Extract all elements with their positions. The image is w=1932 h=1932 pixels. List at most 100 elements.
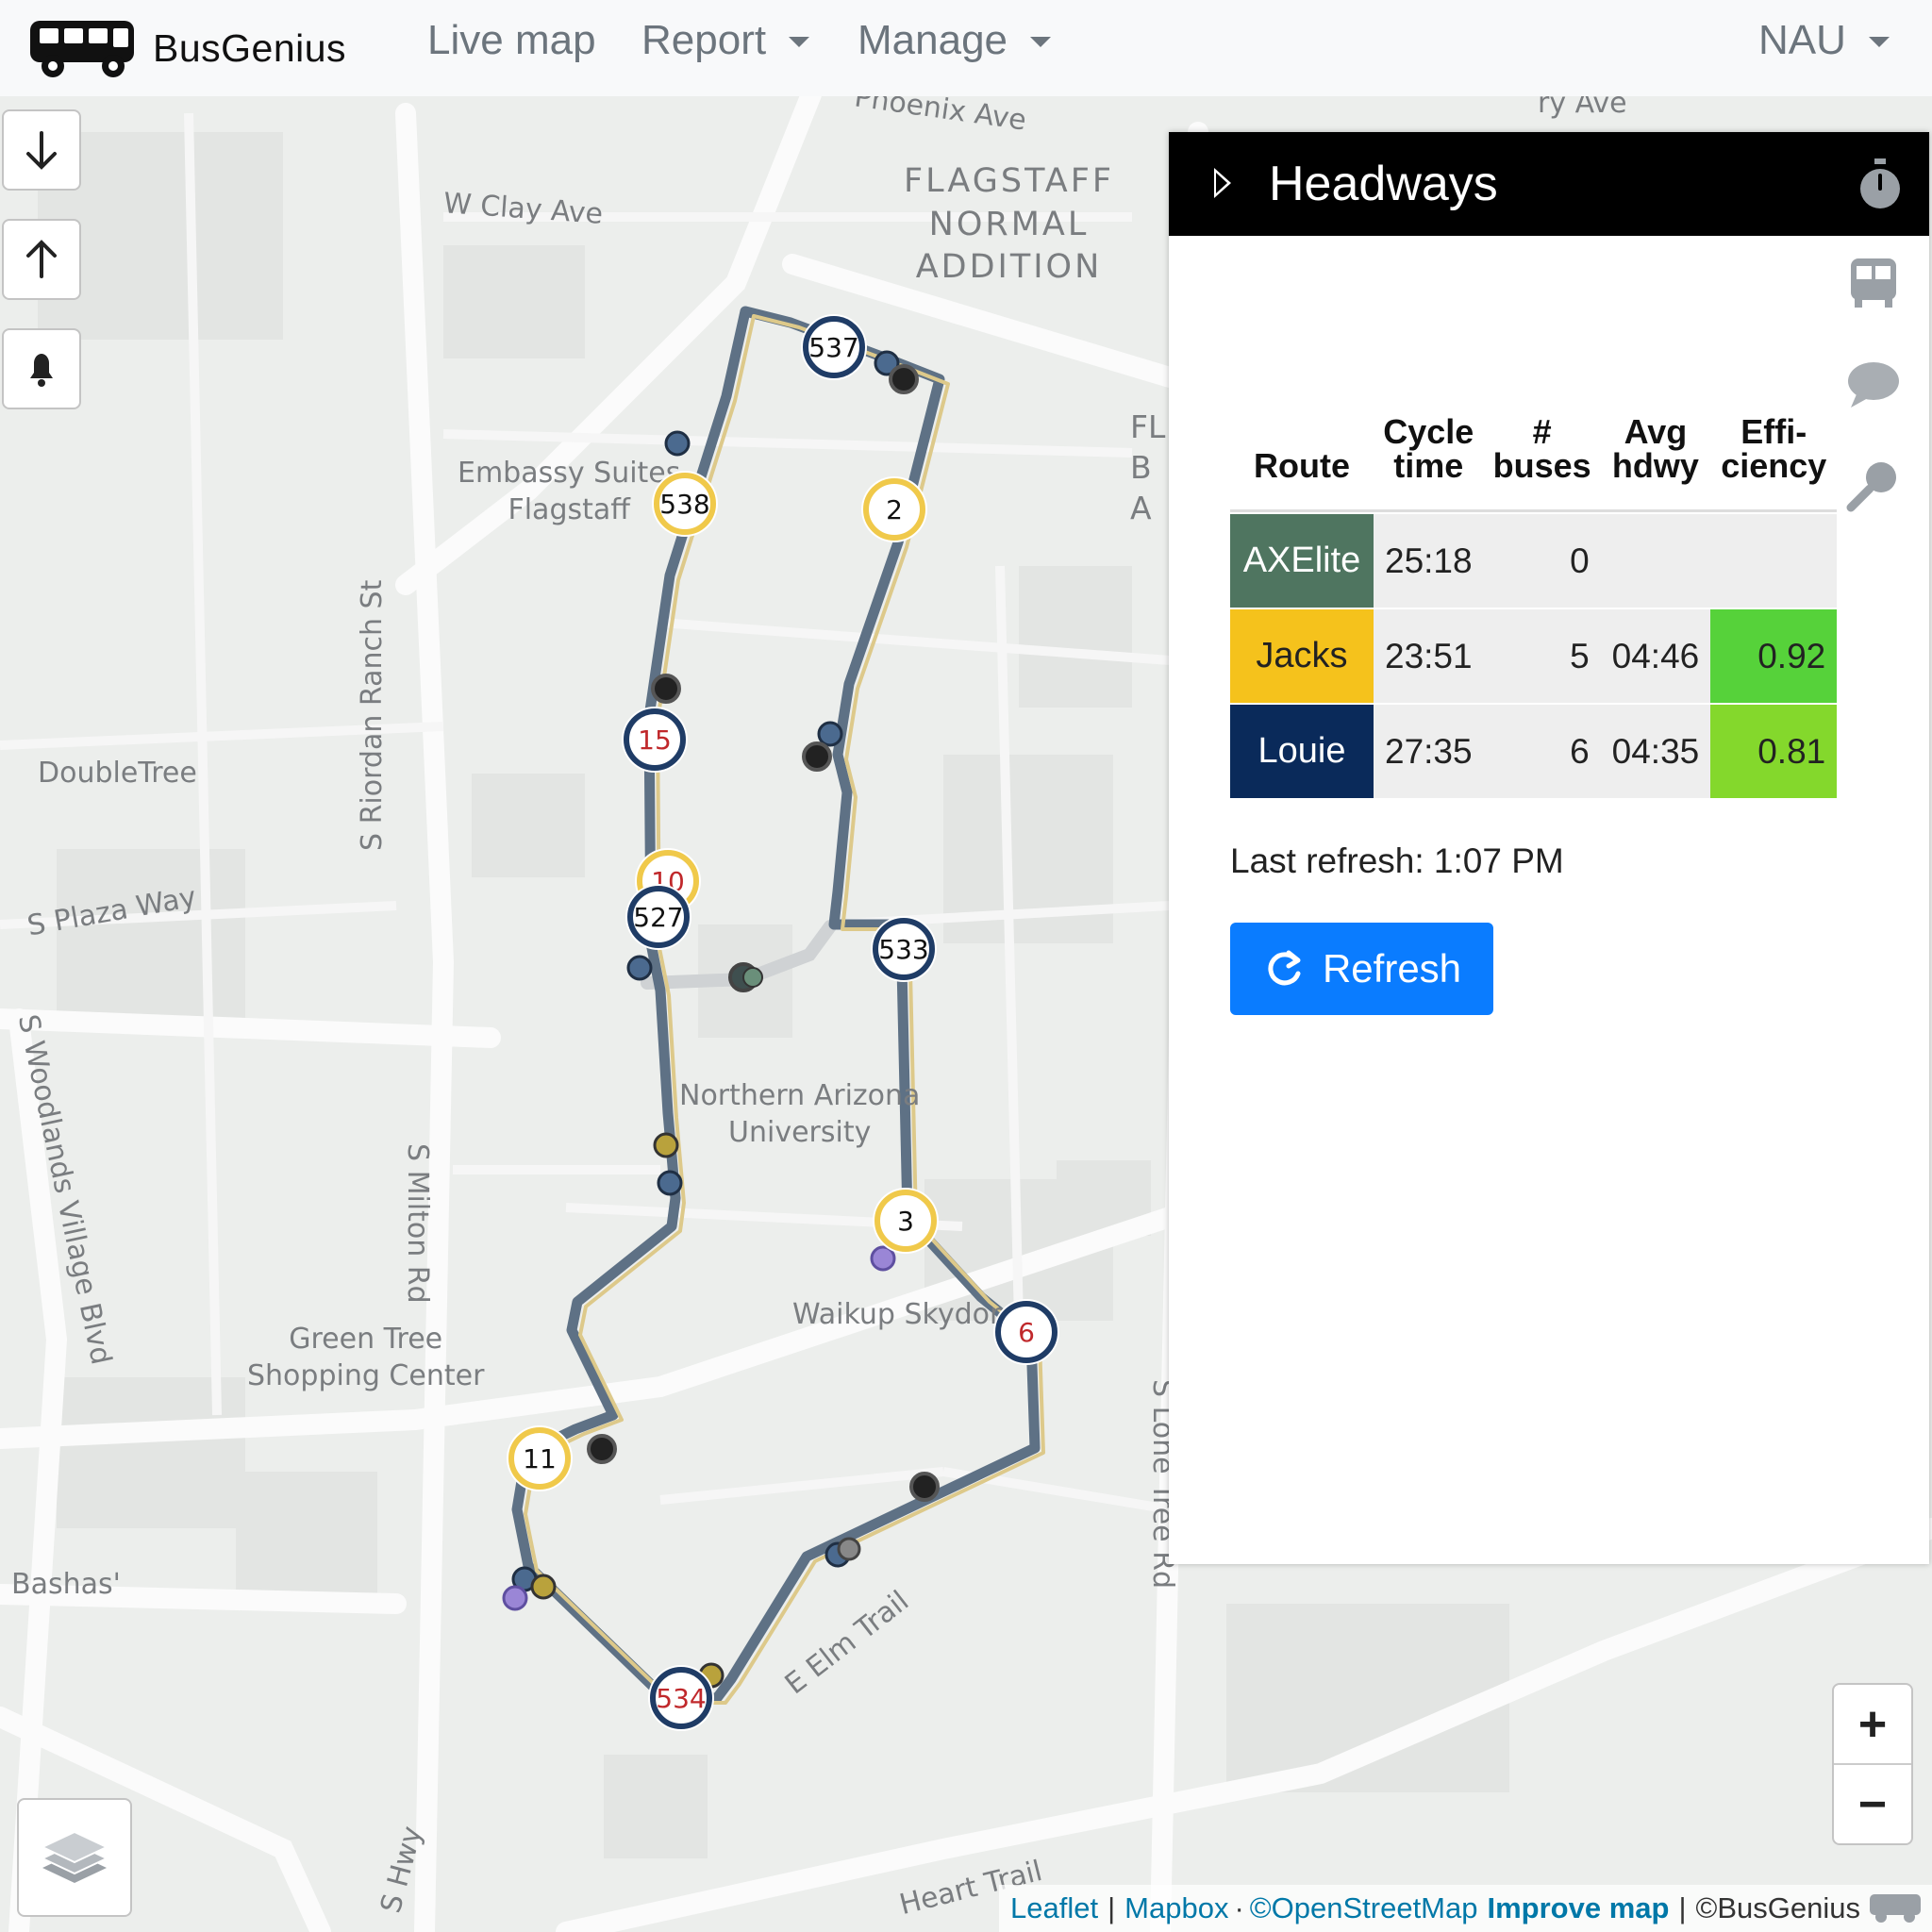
bus-marker[interactable]: 534	[650, 1667, 712, 1729]
bus-marker[interactable]: 527	[627, 886, 690, 948]
caret-down-icon	[1030, 36, 1052, 47]
header-divider	[1230, 509, 1838, 513]
map-label-line: NORMAL	[928, 205, 1090, 243]
bus-marker[interactable]: 3	[874, 1190, 937, 1252]
bus-dot[interactable]	[889, 364, 919, 394]
busgenius-credit: ©BusGenius	[1695, 1891, 1860, 1924]
map-label-line: Green Tree	[289, 1323, 443, 1356]
efficiency-cell	[1710, 512, 1838, 608]
bus-dot[interactable]	[587, 1434, 617, 1464]
scroll-down-button[interactable]	[2, 109, 81, 191]
layers-button[interactable]	[17, 1798, 132, 1917]
bus-logo-icon	[30, 21, 134, 77]
map-label-green-tree: Green Tree Shopping Center	[247, 1321, 484, 1394]
bus-dot[interactable]	[742, 967, 763, 988]
layers-icon	[40, 1830, 109, 1883]
col-buses: # buses	[1484, 415, 1601, 511]
col-label-line: Cycle	[1383, 412, 1474, 451]
nav-account-dropdown[interactable]: NAU	[1758, 17, 1890, 64]
side-bus-button[interactable]	[1845, 255, 1902, 316]
map[interactable]: Phoenix Ave ry Ave W Clay Ave FLAGSTAFF …	[0, 96, 1932, 1932]
bus-marker-label: 2	[886, 493, 903, 525]
headways-table: Route Cycle time # buses Avg hdwy Effi-cien…	[1230, 415, 1838, 798]
bus-dot[interactable]	[870, 1245, 896, 1272]
side-search-button[interactable]	[1845, 458, 1902, 520]
scroll-up-button[interactable]	[2, 219, 81, 300]
stopwatch-icon[interactable]	[1857, 157, 1903, 211]
leaflet-link[interactable]: Leaflet	[1010, 1891, 1099, 1924]
nav-live-map[interactable]: Live map	[427, 17, 596, 64]
map-label-line: FLAGSTAFF	[904, 162, 1114, 200]
map-label-line: A	[1130, 489, 1152, 526]
bus-dot[interactable]	[909, 1472, 940, 1502]
separator: |	[1108, 1891, 1116, 1924]
bus-small-icon	[1870, 1894, 1921, 1923]
brand[interactable]: BusGenius	[26, 17, 346, 79]
col-efficiency: Effi-ciency	[1710, 415, 1837, 511]
map-label-line: Northern Arizona	[679, 1079, 921, 1112]
collapse-triangle-icon[interactable]	[1214, 168, 1231, 198]
col-route-label: Route	[1254, 446, 1350, 485]
efficiency-cell: 0.81	[1710, 703, 1838, 798]
nav-manage-dropdown[interactable]: Manage	[858, 17, 1052, 64]
col-label-line: hdwy	[1611, 446, 1699, 485]
map-label-line: University	[728, 1116, 872, 1149]
avg-headway-cell: 04:35	[1600, 703, 1711, 798]
bus-marker[interactable]: 537	[803, 316, 865, 378]
route-name-cell: AXElite	[1230, 512, 1374, 608]
alerts-button[interactable]	[2, 328, 81, 409]
nav-manage-label: Manage	[858, 17, 1008, 63]
map-label-line: Shopping Center	[247, 1359, 485, 1392]
bus-count-cell: 0	[1483, 512, 1601, 608]
avg-headway-cell	[1600, 512, 1711, 608]
bus-dot[interactable]	[817, 721, 843, 747]
nav-report-dropdown[interactable]: Report	[641, 17, 810, 64]
map-label-bashas: Bashas'	[11, 1568, 121, 1601]
bus-dot[interactable]	[653, 1132, 679, 1158]
bus-dot[interactable]	[651, 674, 681, 704]
map-label-line: ADDITION	[915, 248, 1103, 286]
bus-dots	[502, 350, 940, 1689]
bus-marker[interactable]: 538	[654, 473, 716, 535]
col-label-line: time	[1393, 446, 1464, 485]
efficiency-cell: 0.92	[1710, 608, 1838, 704]
bus-marker[interactable]: 6	[995, 1301, 1058, 1363]
bus-dot[interactable]	[802, 741, 832, 772]
mapbox-link[interactable]: Mapbox	[1124, 1891, 1229, 1924]
map-label-ave: ry Ave	[1538, 96, 1627, 120]
avg-headway-cell: 04:46	[1600, 608, 1711, 704]
table-row[interactable]: Jacks 23:51 5 04:46 0.92	[1230, 608, 1838, 704]
refresh-button[interactable]: Refresh	[1230, 923, 1493, 1015]
bus-marker[interactable]: 2	[863, 478, 925, 541]
caret-down-icon	[1868, 36, 1890, 47]
bus-dot[interactable]	[530, 1574, 557, 1600]
table-row[interactable]: Louie 27:35 6 04:35 0.81	[1230, 703, 1838, 798]
bus-dot[interactable]	[657, 1170, 683, 1196]
bus-dot[interactable]	[874, 350, 900, 376]
bus-dot[interactable]	[502, 1585, 528, 1611]
improve-map-link[interactable]: Improve map	[1487, 1891, 1670, 1924]
bus-marker-label: 537	[808, 331, 859, 363]
osm-link[interactable]: ©OpenStreetMap	[1249, 1891, 1478, 1924]
bus-marker-label: 538	[659, 488, 710, 520]
bus-marker[interactable]: 15	[624, 708, 686, 771]
bus-marker[interactable]: 533	[873, 918, 935, 980]
table-row[interactable]: AXElite 25:18 0	[1230, 512, 1838, 608]
map-label-doubletree: DoubleTree	[38, 757, 197, 790]
bus-marker[interactable]: 11	[508, 1427, 571, 1490]
col-label-line: ciency	[1721, 446, 1827, 485]
col-label-line: buses	[1492, 446, 1591, 485]
zoom-in-button[interactable]: +	[1834, 1685, 1911, 1765]
bus-dot[interactable]	[626, 955, 653, 981]
table-header-row: Route Cycle time # buses Avg hdwy Effi-cien…	[1230, 415, 1837, 511]
bus-dot[interactable]	[664, 430, 691, 457]
bus-dot[interactable]	[837, 1537, 861, 1561]
zoom-out-button[interactable]: −	[1857, 1776, 1888, 1832]
col-route: Route	[1230, 415, 1374, 511]
bus-marker-label: 534	[656, 1682, 707, 1714]
side-messages-button[interactable]	[1845, 358, 1902, 416]
cycle-time-cell: 25:18	[1374, 512, 1484, 608]
bus-marker-label: 15	[638, 724, 672, 756]
col-label-line: Avg	[1624, 412, 1688, 451]
headways-panel: Headways Route Cycle time # buses Avg hdwy …	[1169, 132, 1929, 1564]
